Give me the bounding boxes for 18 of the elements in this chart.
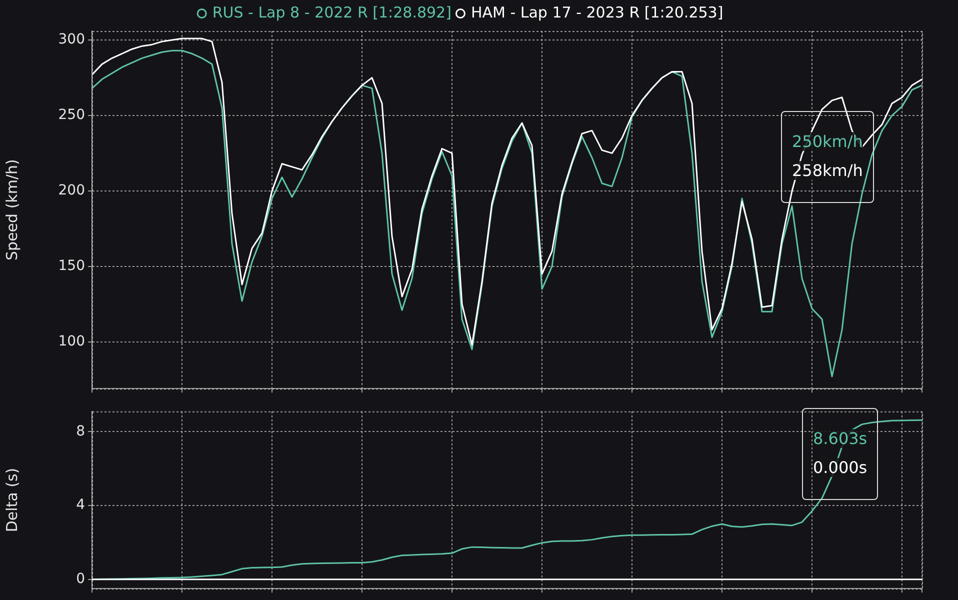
tooltip-box: 250km/h 258km/h bbox=[781, 111, 874, 203]
y-tick-label: 250 bbox=[58, 107, 85, 124]
y-axis-title: Speed (km/h) bbox=[2, 159, 21, 260]
y-tick-label: 4 bbox=[76, 497, 86, 514]
legend-label: HAM - Lap 17 - 2023 R [1:20.253] bbox=[470, 3, 724, 22]
tooltip-box: 8.603s 0.000s bbox=[802, 408, 878, 500]
y-tick-label: 8 bbox=[76, 423, 85, 440]
annotation: 0.000s bbox=[813, 458, 868, 477]
y-tick-label: 0 bbox=[76, 571, 85, 588]
y-tick-label: 100 bbox=[58, 333, 85, 350]
y-tick-label: 200 bbox=[58, 182, 85, 199]
y-axis-title: Delta (s) bbox=[2, 468, 21, 532]
annotation: 250km/h bbox=[792, 132, 863, 151]
annotation: 258km/h bbox=[792, 161, 863, 180]
legend-label: RUS - Lap 8 - 2022 R [1:28.892] bbox=[212, 3, 452, 22]
y-tick-label: 150 bbox=[58, 258, 85, 274]
annotation: 8.603s bbox=[813, 429, 868, 448]
y-tick-label: 300 bbox=[58, 32, 85, 48]
